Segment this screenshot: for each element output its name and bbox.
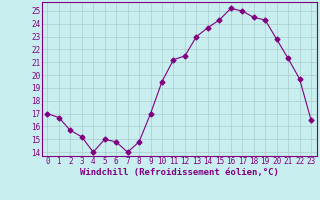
X-axis label: Windchill (Refroidissement éolien,°C): Windchill (Refroidissement éolien,°C) [80, 168, 279, 177]
